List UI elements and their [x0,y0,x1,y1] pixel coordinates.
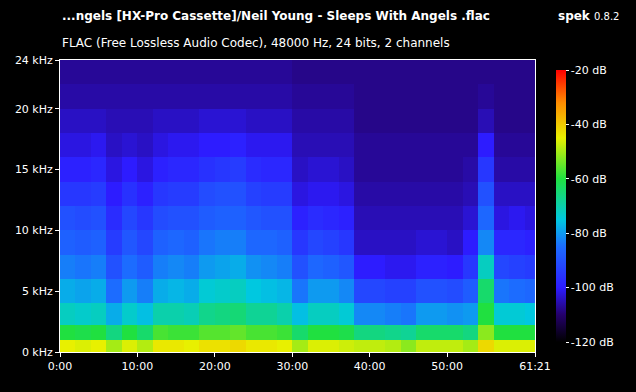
svg-text:...ngels [HX-Pro Cassette]/Nei: ...ngels [HX-Pro Cassette]/Neil Young - … [62,9,490,23]
svg-text:50:00: 50:00 [431,360,463,373]
svg-text:spek: spek [558,9,591,23]
svg-text:20:00: 20:00 [199,360,231,373]
svg-text:30:00: 30:00 [276,360,308,373]
svg-text:5 kHz: 5 kHz [22,285,53,298]
svg-text:-80 dB: -80 dB [571,227,607,240]
svg-text:40:00: 40:00 [354,360,386,373]
svg-text:20 kHz: 20 kHz [15,103,53,116]
svg-text:15 kHz: 15 kHz [15,163,53,176]
svg-text:-20 dB: -20 dB [571,64,607,77]
svg-text:0.8.2: 0.8.2 [594,11,619,22]
svg-text:61:21: 61:21 [519,360,551,373]
svg-text:-40 dB: -40 dB [571,118,607,131]
svg-text:10:00: 10:00 [122,360,154,373]
svg-text:-60 dB: -60 dB [571,173,607,186]
svg-text:10 kHz: 10 kHz [15,224,53,237]
svg-text:-120 dB: -120 dB [571,336,614,349]
svg-text:-100 dB: -100 dB [571,281,614,294]
svg-text:0 kHz: 0 kHz [22,346,53,359]
svg-text:0:00: 0:00 [48,360,73,373]
svg-text:FLAC (Free Lossless Audio Code: FLAC (Free Lossless Audio Codec), 48000 … [62,36,450,50]
svg-text:24 kHz: 24 kHz [15,54,53,67]
